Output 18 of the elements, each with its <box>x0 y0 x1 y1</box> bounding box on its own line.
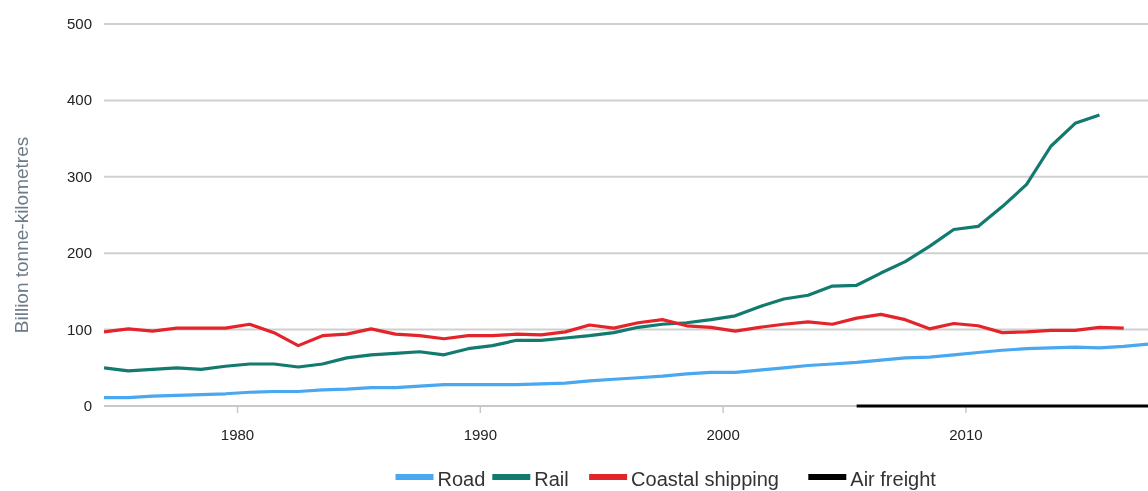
y-tick-label: 200 <box>66 244 92 262</box>
x-tick-label: 2000 <box>706 426 740 443</box>
y-tick-label: 400 <box>66 91 92 109</box>
y-axis-title: Billion tonne-kilometres <box>11 136 32 334</box>
line-series <box>104 113 1102 373</box>
legend-label: Air freight <box>850 468 937 490</box>
x-tick-label: 2010 <box>949 426 983 443</box>
y-tick-label: 300 <box>66 167 92 185</box>
legend-label: Coastal shipping <box>631 468 779 490</box>
y-tick-label: 500 <box>66 15 92 32</box>
x-tick-label: 1980 <box>220 426 255 443</box>
y-tick-label: 0 <box>83 397 92 414</box>
line-series <box>104 312 1126 348</box>
legend-label: Rail <box>534 468 569 490</box>
legend-label: Road <box>437 468 486 490</box>
line-series <box>104 342 1148 400</box>
y-tick-label: 100 <box>66 320 92 338</box>
x-tick-label: 1990 <box>463 426 498 443</box>
